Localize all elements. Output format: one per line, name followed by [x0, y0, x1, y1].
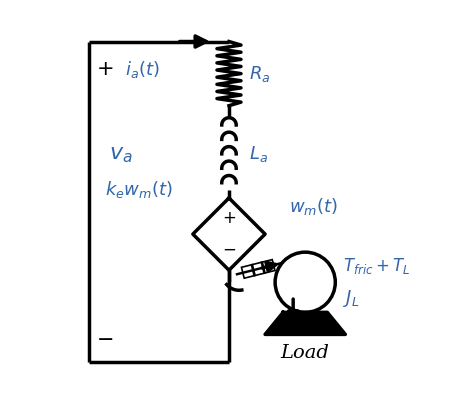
- Text: $L_a$: $L_a$: [249, 144, 268, 164]
- Text: $v_a$: $v_a$: [109, 143, 132, 165]
- Text: $T_{fric} + T_L$: $T_{fric} + T_L$: [343, 256, 411, 276]
- Text: Load: Load: [281, 345, 329, 362]
- Bar: [241, 265, 255, 278]
- Text: $R_a$: $R_a$: [249, 63, 271, 84]
- Text: $J_L$: $J_L$: [343, 288, 360, 309]
- Polygon shape: [265, 312, 346, 335]
- Text: $-$: $-$: [96, 329, 113, 348]
- Bar: [261, 260, 275, 273]
- Text: $k_e w_m(t)$: $k_e w_m(t)$: [105, 179, 173, 200]
- Text: $+$: $+$: [96, 60, 113, 79]
- Text: $w_m(t)$: $w_m(t)$: [289, 196, 338, 217]
- Text: $-$: $-$: [222, 241, 236, 258]
- Bar: [251, 262, 265, 276]
- Text: $i_a(t)$: $i_a(t)$: [125, 59, 160, 80]
- Text: $+$: $+$: [222, 210, 236, 227]
